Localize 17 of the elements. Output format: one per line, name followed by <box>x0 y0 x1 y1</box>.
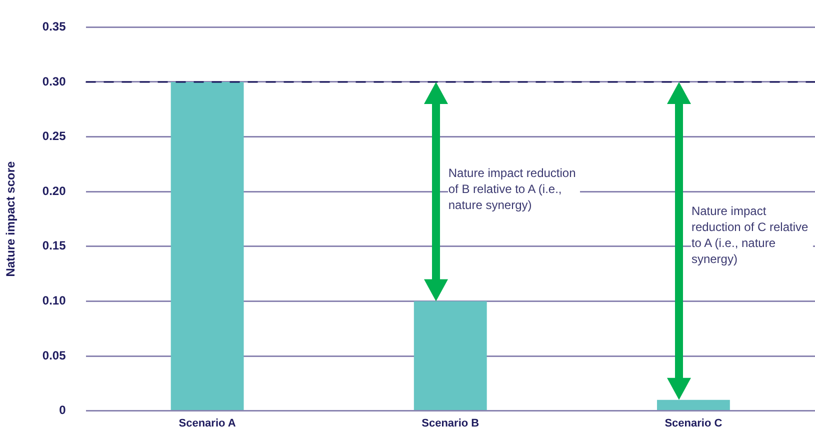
y-tick-label: 0 <box>59 403 66 418</box>
x-tick-label: Scenario C <box>664 417 722 430</box>
bar <box>414 301 487 410</box>
annotation: Nature impact reduction of C relative to A (i.e., nature synergy) <box>691 202 813 267</box>
y-tick-label: 0.15 <box>42 238 66 253</box>
bar <box>170 82 244 410</box>
bar <box>656 400 730 410</box>
x-tick-label: Scenario B <box>422 417 480 430</box>
y-tick-label: 0.20 <box>42 184 66 198</box>
x-tick-label: Scenario A <box>178 417 236 430</box>
y-axis-title: Nature impact score <box>4 160 18 277</box>
y-tick-label: 0.30 <box>42 74 66 88</box>
y-tick-label: 0.25 <box>42 129 66 144</box>
annotation: Nature impact reduction of B relative to A (i.e., nature synergy) <box>448 165 580 214</box>
y-tick-label: 0.35 <box>42 20 66 34</box>
y-tick-label: 0.10 <box>42 294 66 308</box>
y-tick-label: 0.05 <box>42 348 66 362</box>
